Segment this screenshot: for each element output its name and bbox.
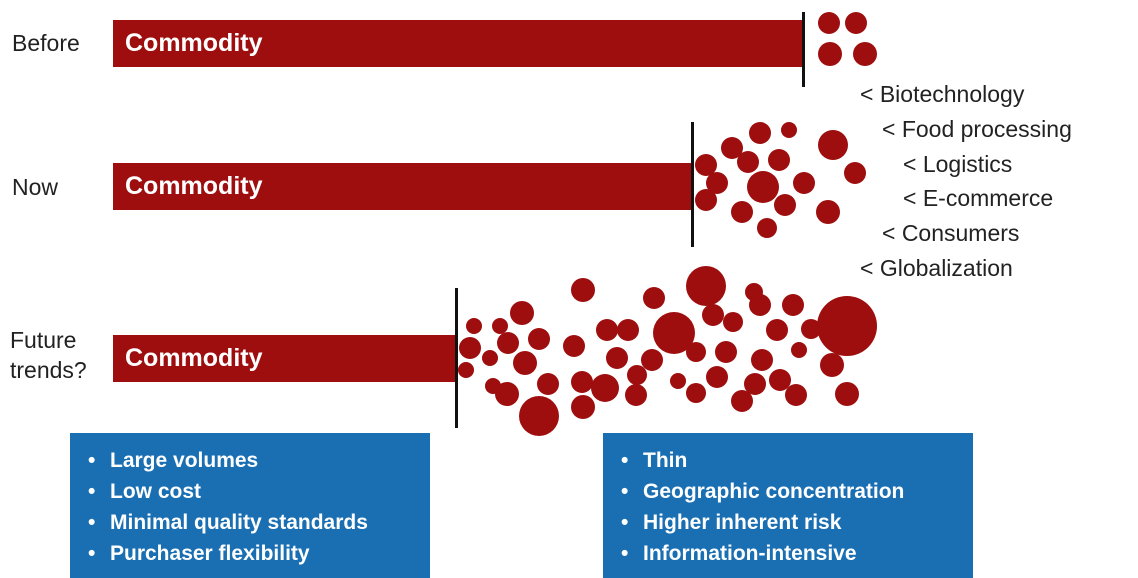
- commodity-bar-future: Commodity: [113, 335, 456, 382]
- blob-circle: [845, 12, 867, 34]
- list-item: • Minimal quality standards: [88, 511, 368, 534]
- blob-circle: [737, 151, 759, 173]
- blob-circle: [459, 337, 481, 359]
- blob-circle: [686, 342, 706, 362]
- blob-circle: [492, 318, 508, 334]
- blob-circle: [482, 350, 498, 366]
- blob-circle: [793, 172, 815, 194]
- blob-circle: [818, 130, 848, 160]
- blob-circle: [563, 335, 585, 357]
- blob-circle: [627, 365, 647, 385]
- blob-circle: [706, 366, 728, 388]
- differentiated-traits-box: • Thin • Geographic concentration • Higher …: [603, 433, 973, 578]
- commodity-bar-before: Commodity: [113, 20, 805, 67]
- blob-circle: [510, 301, 534, 325]
- commodity-traits-box: • Large volumes • Low cost • Minimal qualit…: [70, 433, 430, 578]
- blob-circle: [695, 154, 717, 176]
- driver-e-commerce: < E-commerce: [903, 185, 1054, 211]
- blob-circle: [537, 373, 559, 395]
- list-item: • Thin: [621, 449, 688, 472]
- commodity-bar-now: Commodity: [113, 163, 693, 210]
- blob-circle: [706, 172, 728, 194]
- list-item: • Information-intensive: [621, 542, 857, 565]
- driver-biotechnology: < Biotechnology: [860, 81, 1025, 107]
- row-label-future: Future trends?: [10, 327, 87, 383]
- blob-circle: [820, 353, 844, 377]
- blob-circle: [766, 319, 788, 341]
- divider-now: [691, 122, 694, 247]
- driver-logistics: < Logistics: [903, 151, 1013, 177]
- blob-circle: [497, 332, 519, 354]
- blob-circle: [519, 396, 559, 436]
- blob-circle: [801, 319, 821, 339]
- blob-circle: [818, 12, 840, 34]
- blob-circle: [751, 349, 773, 371]
- blob-circle: [747, 171, 779, 203]
- blob-circle: [835, 382, 859, 406]
- blob-circle: [749, 122, 771, 144]
- driver-globalization: < Globalization: [860, 255, 1013, 281]
- blob-circle: [715, 341, 737, 363]
- blob-circle: [571, 371, 593, 393]
- list-item: • Low cost: [88, 480, 202, 503]
- blob-circle: [571, 395, 595, 419]
- blob-circle: [816, 200, 840, 224]
- blob-circle: [643, 287, 665, 309]
- row-label-before: Before: [12, 30, 80, 56]
- blob-circle: [617, 319, 639, 341]
- divider-before: [802, 12, 805, 87]
- blob-circle: [528, 328, 550, 350]
- blob-circle: [757, 218, 777, 238]
- blob-circle: [466, 318, 482, 334]
- blob-circle: [653, 312, 695, 354]
- blob-circle: [774, 194, 796, 216]
- blob-circle: [768, 149, 790, 171]
- blob-circle: [606, 347, 628, 369]
- blob-circle: [791, 342, 807, 358]
- list-item: • Geographic concentration: [621, 480, 905, 503]
- blob-circle: [702, 304, 724, 326]
- blob-circle: [458, 362, 474, 378]
- blob-circle: [513, 351, 537, 375]
- blob-circle: [817, 296, 877, 356]
- blob-circle: [818, 42, 842, 66]
- divider-future: [455, 288, 458, 428]
- list-item: • Higher inherent risk: [621, 511, 842, 534]
- blob-circle: [785, 384, 807, 406]
- driver-consumers: < Consumers: [882, 220, 1020, 246]
- blob-circle: [769, 369, 791, 391]
- list-item: • Purchaser flexibility: [88, 542, 310, 565]
- blob-circle: [853, 42, 877, 66]
- blob-circle: [749, 294, 771, 316]
- row-label-now: Now: [12, 174, 59, 200]
- blob-circle: [695, 189, 717, 211]
- blob-circle: [721, 137, 743, 159]
- blob-circle: [744, 373, 766, 395]
- blob-circle: [731, 390, 753, 412]
- blob-circle: [495, 382, 519, 406]
- driver-food-processing: < Food processing: [882, 116, 1072, 142]
- blob-circle: [591, 374, 619, 402]
- blob-circle: [641, 349, 663, 371]
- blob-circle: [670, 373, 686, 389]
- blob-circle: [844, 162, 866, 184]
- list-item: • Large volumes: [88, 449, 259, 472]
- blob-circle: [782, 294, 804, 316]
- blob-circle: [781, 122, 797, 138]
- blob-circle: [571, 278, 595, 302]
- blob-circle: [723, 312, 743, 332]
- blob-circle: [686, 266, 726, 306]
- blob-circle: [731, 201, 753, 223]
- blob-circle: [596, 319, 618, 341]
- blob-circle: [625, 384, 647, 406]
- blob-circle: [686, 383, 706, 403]
